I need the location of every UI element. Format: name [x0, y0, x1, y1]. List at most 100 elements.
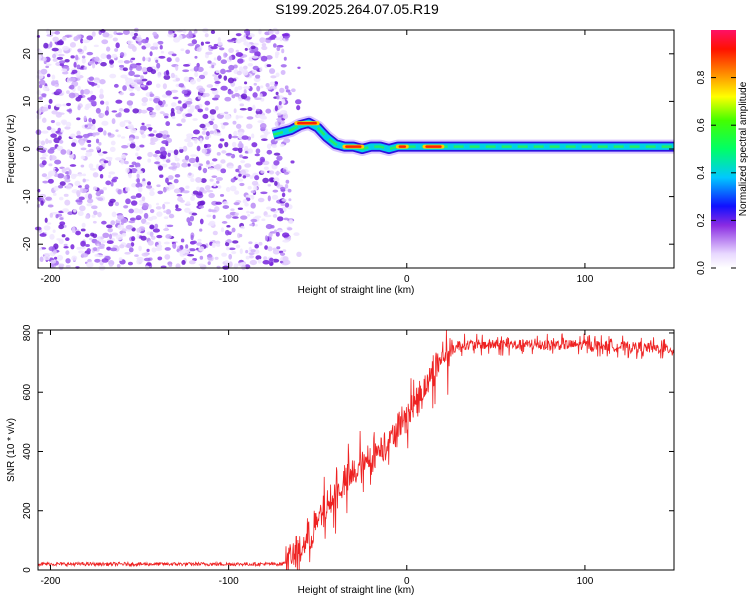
- noise-speckle: [75, 230, 81, 236]
- noise-speckle: [145, 42, 151, 48]
- noise-speckle: [188, 260, 196, 265]
- noise-speckle: [123, 205, 129, 209]
- noise-speckle: [98, 165, 104, 171]
- noise-speckle: [285, 89, 291, 93]
- noise-speckle: [194, 104, 200, 110]
- noise-speckle: [127, 143, 131, 147]
- noise-speckle: [231, 94, 236, 99]
- y-tick-label: 800: [22, 324, 33, 341]
- x-tick-label: -200: [40, 576, 60, 587]
- noise-speckle: [117, 224, 125, 230]
- colorbar: 0.0 0.2 0.4 0.6 0.8 Normalized spectral ampl…: [696, 30, 749, 275]
- noise-speckle: [154, 46, 158, 50]
- noise-speckle: [49, 155, 57, 161]
- noise-speckle: [237, 207, 243, 210]
- noise-speckle: [46, 126, 52, 131]
- noise-speckle: [157, 190, 164, 195]
- noise-speckle: [234, 212, 239, 216]
- noise-speckle: [146, 181, 152, 186]
- noise-speckle: [165, 209, 172, 215]
- noise-speckle: [175, 263, 181, 269]
- colorbar-tick-label: 0.0: [696, 261, 707, 275]
- noise-speckle: [143, 206, 149, 210]
- noise-speckle: [129, 164, 135, 168]
- noise-speckle: [54, 168, 59, 172]
- noise-speckle: [130, 128, 137, 134]
- noise-speckle: [135, 152, 139, 157]
- noise-speckle: [252, 104, 256, 111]
- noise-speckle: [205, 41, 211, 44]
- noise-speckle: [165, 159, 171, 163]
- noise-speckle: [149, 231, 154, 237]
- noise-speckle: [80, 240, 86, 247]
- noise-speckle: [266, 149, 273, 155]
- noise-speckle: [199, 123, 206, 129]
- noise-speckle: [198, 87, 206, 93]
- noise-speckle: [212, 214, 216, 219]
- noise-speckle: [164, 247, 171, 251]
- noise-speckle: [250, 249, 256, 253]
- noise-speckle: [86, 203, 93, 207]
- noise-speckle: [125, 167, 130, 174]
- noise-speckle: [230, 208, 235, 212]
- noise-speckle: [98, 152, 104, 157]
- noise-speckle: [123, 108, 130, 113]
- noise-speckle: [257, 258, 262, 264]
- noise-speckle: [52, 53, 57, 59]
- noise-speckle: [106, 240, 114, 245]
- noise-speckle: [212, 230, 218, 236]
- noise-speckle: [282, 249, 287, 253]
- noise-speckle: [216, 152, 221, 156]
- noise-speckle: [162, 150, 167, 156]
- noise-speckle: [214, 256, 219, 260]
- noise-speckle: [180, 238, 185, 243]
- noise-speckle: [128, 77, 133, 84]
- noise-speckle: [86, 198, 94, 204]
- noise-speckle: [164, 254, 171, 260]
- noise-speckle: [296, 251, 302, 258]
- noise-speckle: [272, 189, 279, 193]
- noise-speckle: [86, 248, 91, 253]
- noise-speckle: [46, 34, 53, 37]
- noise-speckle: [141, 196, 146, 202]
- noise-speckle: [141, 252, 149, 257]
- noise-speckle: [182, 145, 188, 152]
- noise-speckle: [245, 194, 253, 198]
- noise-speckle: [41, 93, 47, 98]
- noise-speckle: [80, 155, 86, 160]
- noise-speckle: [274, 37, 281, 41]
- noise-speckle: [259, 66, 263, 72]
- noise-speckle: [77, 210, 84, 217]
- noise-speckle: [174, 173, 181, 178]
- noise-speckle: [111, 118, 116, 125]
- noise-speckle: [118, 107, 124, 112]
- noise-speckle: [107, 228, 113, 233]
- noise-speckle: [127, 261, 133, 266]
- noise-speckle: [241, 264, 246, 271]
- noise-speckle: [50, 259, 57, 264]
- noise-speckle: [65, 167, 70, 171]
- noise-speckle: [182, 69, 190, 73]
- noise-speckle: [111, 178, 117, 183]
- noise-speckle: [191, 212, 198, 216]
- noise-speckle: [254, 223, 258, 227]
- noise-speckle: [43, 42, 49, 49]
- noise-speckle: [101, 258, 109, 263]
- noise-speckle: [242, 156, 249, 159]
- noise-speckle: [231, 227, 236, 233]
- noise-speckle: [75, 135, 83, 139]
- noise-speckle: [280, 100, 286, 105]
- noise-speckle: [173, 178, 179, 184]
- noise-speckle: [136, 170, 143, 175]
- noise-speckle: [215, 132, 222, 136]
- noise-speckle: [163, 210, 167, 213]
- noise-speckle: [165, 234, 172, 239]
- noise-speckle: [204, 136, 210, 140]
- noise-speckle: [69, 133, 76, 139]
- noise-speckle: [254, 97, 262, 101]
- noise-speckle: [92, 186, 98, 191]
- noise-speckle: [269, 261, 274, 266]
- noise-speckle: [49, 41, 53, 48]
- noise-speckle: [39, 256, 44, 263]
